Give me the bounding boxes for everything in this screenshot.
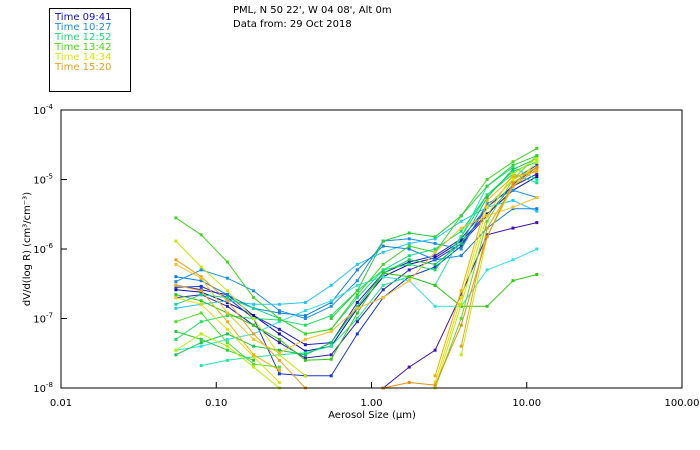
series-line [460, 168, 538, 347]
series-line [382, 222, 537, 389]
series-line [175, 147, 538, 335]
legend: Time 09:41 Time 10:27 Time 12:52 Time 13… [49, 8, 131, 92]
series-13 [174, 146, 539, 336]
series-line [175, 173, 537, 335]
series-line [201, 166, 538, 367]
x-axis-label: Aerosol Size (µm) [328, 410, 416, 421]
y-tick-label: 10-5 [33, 173, 53, 187]
series-layer [174, 146, 539, 390]
x-tick-label: 0.01 [50, 398, 72, 409]
chart-subtitle: Data from: 29 Oct 2018 [233, 19, 352, 30]
series-line [175, 259, 306, 389]
series-23 [174, 170, 539, 378]
series-line [434, 155, 538, 389]
series-line [175, 197, 537, 354]
x-tick-label: 1.00 [360, 398, 382, 409]
plot-frame [60, 109, 683, 389]
series-line [383, 166, 538, 389]
series-line [175, 189, 537, 320]
series-line [175, 240, 306, 377]
y-tick-label: 10-4 [33, 103, 53, 117]
y-tick-label: 10-7 [33, 312, 53, 326]
series-line [175, 284, 280, 371]
y-axis-label: dV/d(log R) (cm³/cm⁻³) [22, 192, 33, 306]
y-tick-label: 10-8 [33, 381, 53, 395]
series-16 [174, 154, 539, 362]
legend-entry: Time 12:52 [55, 32, 112, 43]
legend-entry: Time 10:27 [55, 22, 112, 33]
chart-title: PML, N 50 22', W 04 08', Alt 0m [233, 5, 392, 16]
series-21 [174, 196, 539, 355]
series-line [175, 331, 254, 361]
series-line [175, 297, 280, 383]
series-line [175, 272, 537, 361]
series-line [330, 155, 537, 319]
axis-layer: 0.01 0.10 1.00 10.00 100.00 10-8 10-7 10-6 10-5 1… [33, 103, 699, 409]
legend-entry: Time 13:42 [55, 42, 112, 53]
series-12 [174, 157, 539, 357]
y-tick-label: 10-6 [33, 242, 53, 256]
x-tick-label: 0.10 [205, 398, 227, 409]
series-line [175, 333, 280, 389]
legend-entry: Time 09:41 [55, 12, 112, 23]
series-line [434, 171, 537, 376]
x-tick-label: 10.00 [512, 398, 541, 409]
legend-entry: Time 15:20 [55, 62, 112, 73]
x-tick-label: 100.00 [665, 398, 700, 409]
legend-entry: Time 14:34 [55, 52, 112, 63]
